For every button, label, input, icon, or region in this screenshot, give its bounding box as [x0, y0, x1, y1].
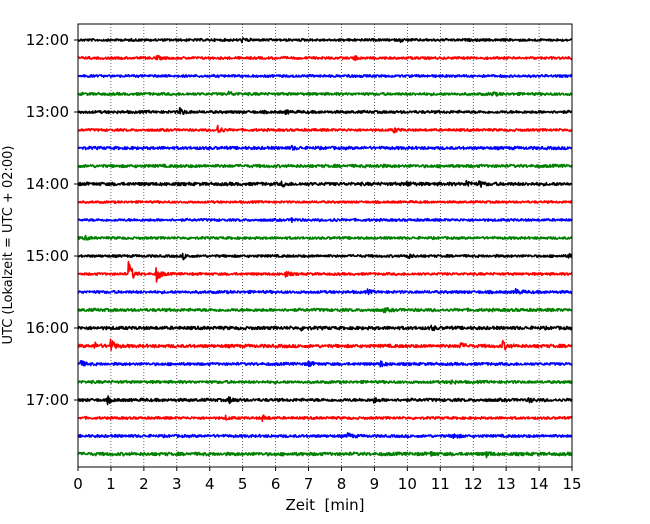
x-tick-label: 7	[304, 475, 314, 493]
y-axis: 12:00 13:00 14:00 15:00 16:00 17:00	[26, 31, 78, 409]
y-tick-label: 12:00	[26, 31, 69, 49]
y-tick-label: 17:00	[26, 391, 69, 409]
trace-1600	[77, 324, 573, 332]
trace-1545	[77, 307, 573, 314]
x-axis-label: Zeit [min]	[285, 496, 364, 514]
trace-1245	[77, 90, 573, 97]
trace-1700	[77, 395, 573, 406]
y-axis-label: UTC (Lokalzeit = UTC + 02:00)	[1, 146, 16, 345]
trace-1530	[77, 287, 573, 296]
y-tick-label: 16:00	[26, 319, 69, 337]
x-tick-label: 12	[464, 475, 483, 493]
trace-1745	[77, 451, 573, 459]
trace-1200	[77, 37, 573, 44]
x-tick-label: 6	[271, 475, 281, 493]
trace-1445	[77, 234, 573, 241]
x-tick-label: 11	[431, 475, 450, 493]
x-tick-label: 5	[238, 475, 248, 493]
trace-1430	[77, 217, 573, 224]
trace-1345	[77, 163, 573, 169]
x-tick-label: 0	[73, 475, 83, 493]
x-tick-label: 10	[398, 475, 417, 493]
trace-1215	[77, 54, 573, 62]
seismic-traces	[77, 37, 573, 459]
x-tick-label: 15	[562, 475, 581, 493]
x-tick-label: 2	[139, 475, 149, 493]
x-tick-label: 13	[497, 475, 516, 493]
trace-1515	[77, 260, 573, 283]
trace-1300	[77, 106, 573, 116]
trace-1645	[77, 379, 573, 385]
x-axis: 0 1 2 3 4 5 6 7 8 9 10 11 12 13 14 15	[73, 467, 582, 493]
trace-1415	[77, 200, 573, 204]
trace-1730	[77, 432, 573, 439]
trace-1330	[77, 144, 573, 151]
trace-1400	[77, 179, 573, 188]
y-tick-label: 13:00	[26, 103, 69, 121]
trace-1630	[77, 360, 573, 368]
trace-1315	[77, 124, 573, 134]
trace-1500	[77, 252, 573, 261]
grid-lines	[110, 24, 540, 467]
trace-1615	[77, 338, 573, 351]
x-tick-label: 14	[530, 475, 549, 493]
x-tick-label: 1	[106, 475, 116, 493]
x-tick-label: 3	[172, 475, 182, 493]
trace-1715	[77, 414, 573, 423]
x-tick-label: 8	[337, 475, 347, 493]
y-tick-label: 14:00	[26, 175, 69, 193]
x-tick-label: 9	[370, 475, 380, 493]
x-tick-label: 4	[205, 475, 215, 493]
y-tick-label: 15:00	[26, 247, 69, 265]
plot-frame	[77, 23, 573, 468]
trace-1230	[77, 73, 573, 79]
